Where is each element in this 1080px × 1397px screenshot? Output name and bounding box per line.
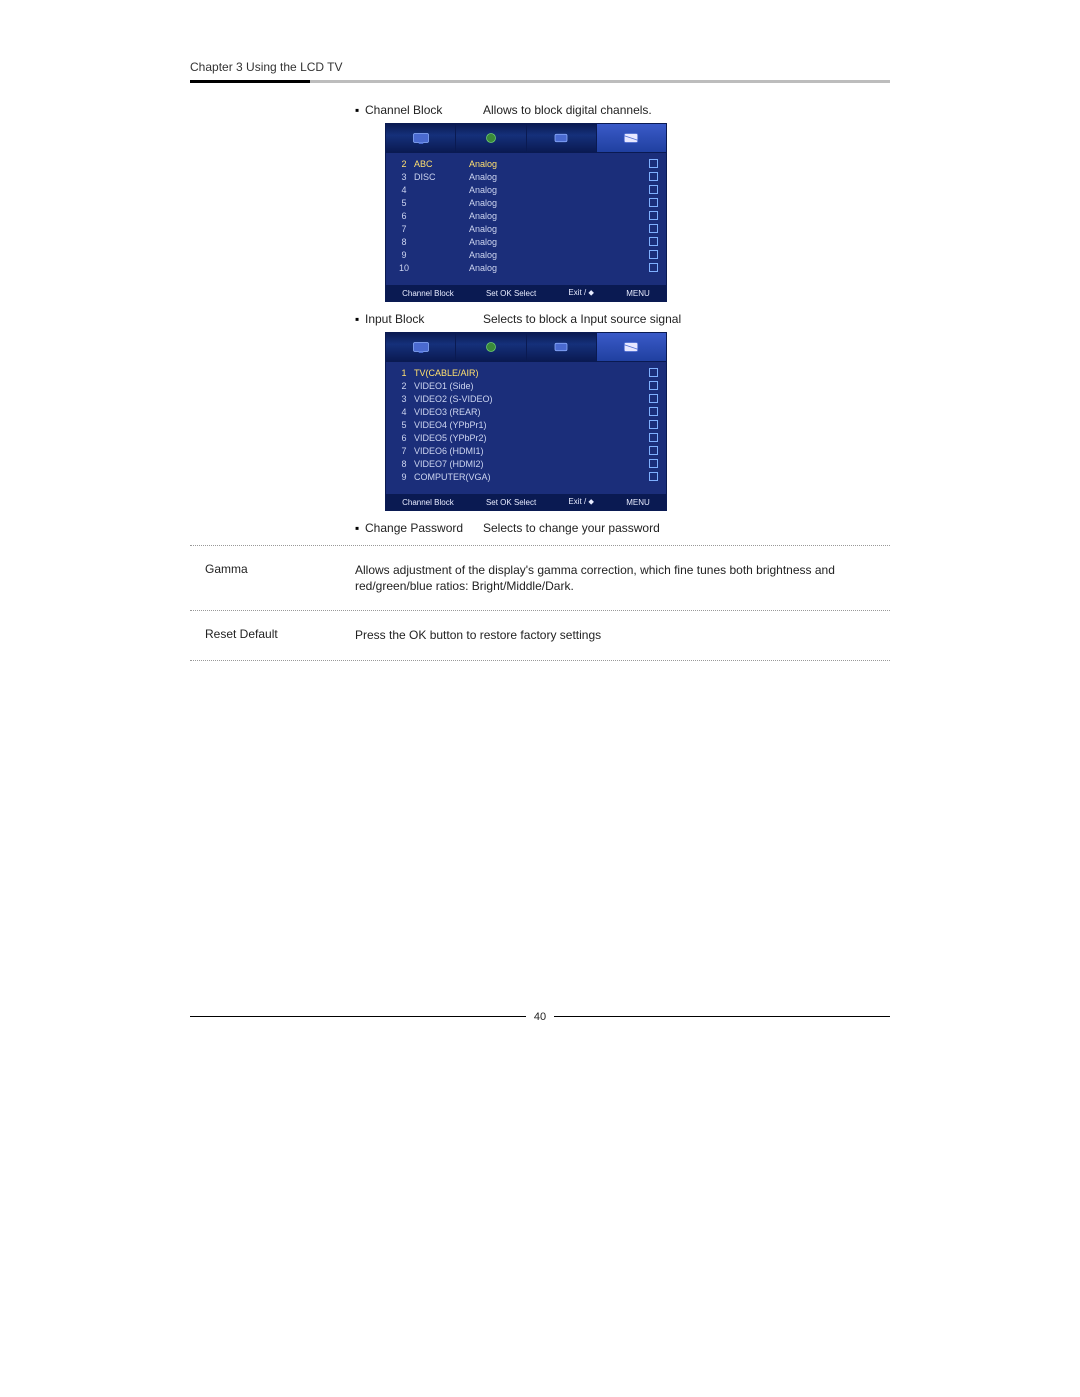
osd-input-list: 1TV(CABLE/AIR)2VIDEO1 (Side)3VIDEO2 (S-V… [386,362,666,494]
checkbox-icon[interactable] [649,459,658,468]
checkbox-icon[interactable] [649,172,658,181]
section-desc: Press the OK button to restore factory s… [355,627,890,643]
osd-tab-audio-icon[interactable] [456,124,526,152]
checkbox-icon[interactable] [649,224,658,233]
bullet-label: Channel Block [365,103,483,117]
osd-row[interactable]: 9COMPUTER(VGA) [394,470,658,483]
osd-tab-lock-icon[interactable] [597,333,666,361]
osd-tab-setup-icon[interactable] [527,124,597,152]
osd-row[interactable]: 4VIDEO3 (REAR) [394,405,658,418]
header-rule [190,80,890,83]
osd-row[interactable]: 3DISCAnalog [394,170,658,183]
bullet-desc: Selects to block a Input source signal [483,312,775,326]
bullet-icon: ▪ [355,312,365,326]
checkbox-icon[interactable] [649,159,658,168]
osd-input-block: 1TV(CABLE/AIR)2VIDEO1 (Side)3VIDEO2 (S-V… [385,332,667,511]
checkbox-icon[interactable] [649,198,658,207]
page-number: 40 [526,1011,554,1023]
ok-button-text: OK [409,628,426,642]
osd-row[interactable]: 5Analog [394,196,658,209]
section-label: Reset Default [190,627,355,643]
checkbox-icon[interactable] [649,472,658,481]
checkbox-icon[interactable] [649,446,658,455]
osd-row[interactable]: 3VIDEO2 (S-VIDEO) [394,392,658,405]
bullet-change-password: ▪ Change Password Selects to change your… [355,521,775,535]
bullet-icon: ▪ [355,103,365,117]
checkbox-icon[interactable] [649,250,658,259]
section-desc: Allows adjustment of the display's gamma… [355,562,890,594]
osd-tab-lock-icon[interactable] [597,124,666,152]
osd-tabs [386,333,666,362]
osd-footer: Channel Block Set OK Select Exit / ⬥ MEN… [386,494,666,510]
osd-footer-item: MENU [626,498,650,507]
bullet-desc: Allows to block digital channels. [483,103,775,117]
osd-row[interactable]: 9Analog [394,248,658,261]
osd-footer-item: Exit / ⬥ [568,497,594,507]
checkbox-icon[interactable] [649,211,658,220]
osd-footer-item: Exit / ⬥ [568,288,594,298]
osd-row[interactable]: 4Analog [394,183,658,196]
osd-footer-item: Set OK Select [486,289,536,298]
osd-tab-tv-icon[interactable] [386,124,456,152]
section-gamma: Gamma Allows adjustment of the display's… [190,556,890,600]
osd-footer-item: Set OK Select [486,498,536,507]
checkbox-icon[interactable] [649,394,658,403]
text: button to restore factory settings [426,628,601,642]
checkbox-icon[interactable] [649,368,658,377]
osd-row[interactable]: 8Analog [394,235,658,248]
checkbox-icon[interactable] [649,433,658,442]
divider [190,545,890,546]
checkbox-icon[interactable] [649,185,658,194]
osd-channel-block: 2ABCAnalog3DISCAnalog4Analog5Analog6Anal… [385,123,667,302]
bullet-label: Input Block [365,312,483,326]
bullet-label: Change Password [365,521,483,535]
osd-row[interactable]: 1TV(CABLE/AIR) [394,366,658,379]
section-label: Gamma [190,562,355,594]
checkbox-icon[interactable] [649,237,658,246]
section-reset-default: Reset Default Press the OK button to res… [190,621,890,649]
osd-row[interactable]: 6VIDEO5 (YPbPr2) [394,431,658,444]
bullet-input-block: ▪ Input Block Selects to block a Input s… [355,312,775,326]
osd-tab-tv-icon[interactable] [386,333,456,361]
osd-row[interactable]: 5VIDEO4 (YPbPr1) [394,418,658,431]
osd-row[interactable]: 2ABCAnalog [394,157,658,170]
osd-footer-item: Channel Block [402,498,454,507]
checkbox-icon[interactable] [649,420,658,429]
osd-row[interactable]: 8VIDEO7 (HDMI2) [394,457,658,470]
osd-footer: Channel Block Set OK Select Exit / ⬥ MEN… [386,285,666,301]
osd-footer-item: MENU [626,289,650,298]
osd-channel-list: 2ABCAnalog3DISCAnalog4Analog5Analog6Anal… [386,153,666,285]
osd-tabs [386,124,666,153]
text: Press the [355,628,409,642]
checkbox-icon[interactable] [649,381,658,390]
osd-tab-setup-icon[interactable] [527,333,597,361]
osd-row[interactable]: 2VIDEO1 (Side) [394,379,658,392]
osd-footer-item: Channel Block [402,289,454,298]
osd-tab-audio-icon[interactable] [456,333,526,361]
osd-row[interactable]: 7VIDEO6 (HDMI1) [394,444,658,457]
page-footer: 40 [190,1011,890,1023]
bullet-icon: ▪ [355,521,365,535]
osd-row[interactable]: 10Analog [394,261,658,274]
bullet-desc: Selects to change your password [483,521,775,535]
chapter-header: Chapter 3 Using the LCD TV [190,60,890,74]
divider [190,610,890,611]
checkbox-icon[interactable] [649,407,658,416]
bullet-channel-block: ▪ Channel Block Allows to block digital … [355,103,775,117]
osd-row[interactable]: 7Analog [394,222,658,235]
checkbox-icon[interactable] [649,263,658,272]
divider [190,660,890,661]
osd-row[interactable]: 6Analog [394,209,658,222]
